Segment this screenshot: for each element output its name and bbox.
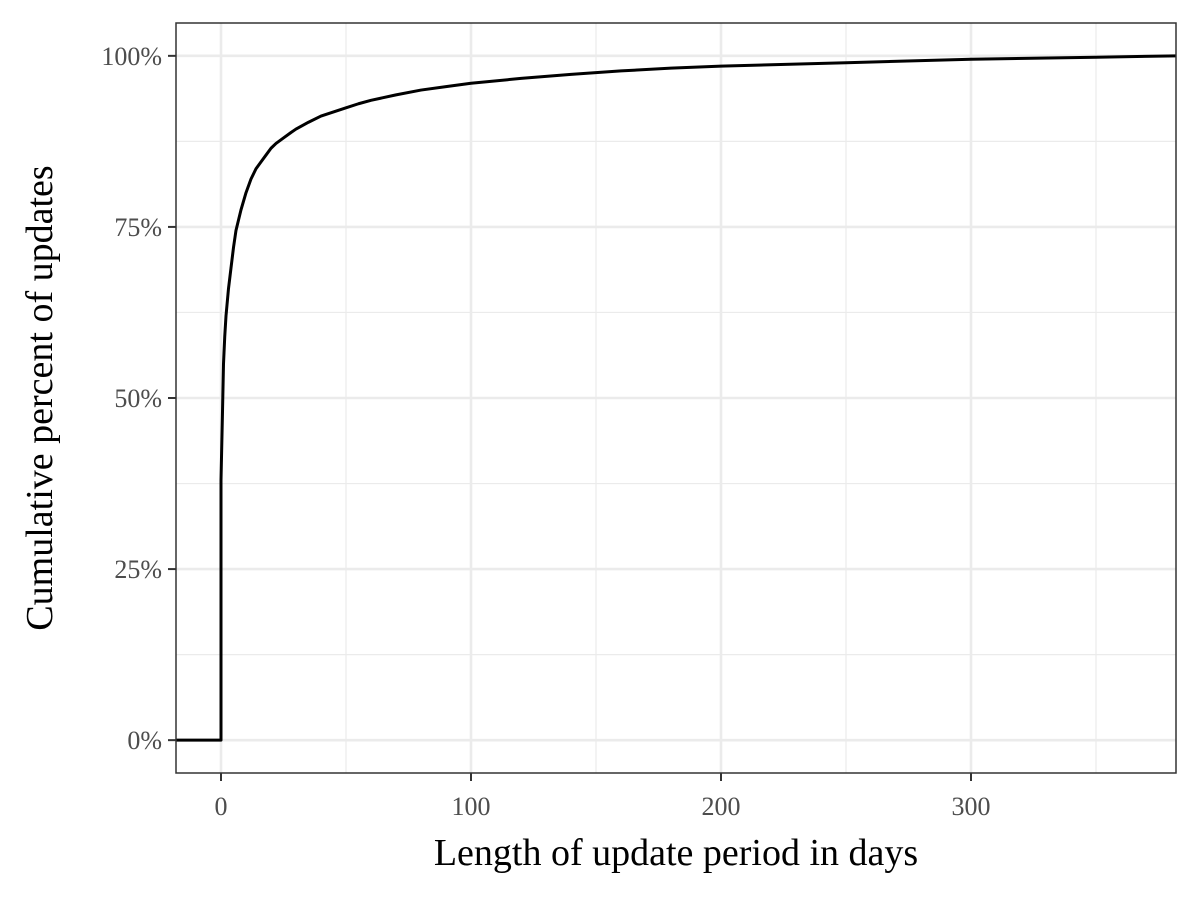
y-axis-ticks: 0% 25% 50% 75% 100% [101,42,176,755]
series-layer [176,54,1177,742]
x-tick-label: 0 [215,792,228,821]
x-axis-ticks: 0 100 200 300 [215,773,991,821]
y-tick-label: 75% [114,213,162,242]
y-tick-label: 25% [114,555,162,584]
series-line [176,54,1177,742]
major-gridlines [176,23,1176,773]
y-tick-label: 50% [114,384,162,413]
x-axis-title: Length of update period in days [434,832,918,874]
minor-gridlines [176,23,1176,773]
x-tick-label: 300 [952,792,991,821]
x-tick-label: 200 [702,792,741,821]
y-tick-label: 100% [101,42,162,71]
y-axis-title: Cumulative percent of updates [19,165,61,630]
y-tick-label: 0% [127,726,162,755]
x-tick-label: 100 [452,792,491,821]
